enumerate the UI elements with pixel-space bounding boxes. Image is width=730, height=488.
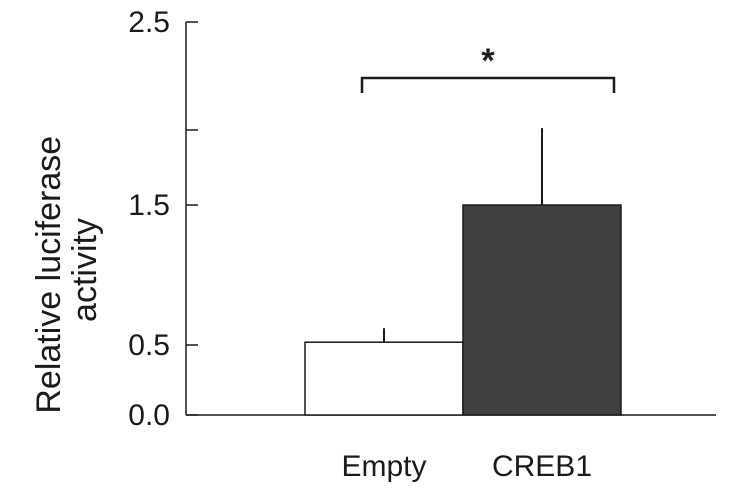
significance-asterisk: *	[481, 42, 495, 80]
significance-bracket: *	[360, 42, 616, 93]
error-bars-group	[383, 128, 543, 343]
category-labels: Empty CREB1	[341, 450, 592, 483]
y-tick-label: 1.5	[128, 189, 170, 222]
y-axis-label: Relative luciferase activity	[30, 126, 104, 413]
bars-group	[304, 204, 622, 416]
y-axis-label-line-1: Relative luciferase	[30, 136, 68, 414]
bar-empty	[304, 341, 464, 416]
y-tick-label: 2.5	[128, 6, 170, 39]
category-label-creb1: CREB1	[492, 450, 592, 483]
y-tick-label: 0.0	[128, 399, 170, 432]
y-axis-ticks: 0.0 0.5 1.5 2.5	[128, 6, 198, 432]
y-tick-label: 0.5	[128, 329, 170, 362]
significance-bracket-line	[360, 76, 616, 93]
category-label-empty: Empty	[341, 450, 426, 483]
bar-creb1	[462, 204, 622, 416]
y-axis-label-line-2: activity	[66, 218, 104, 322]
